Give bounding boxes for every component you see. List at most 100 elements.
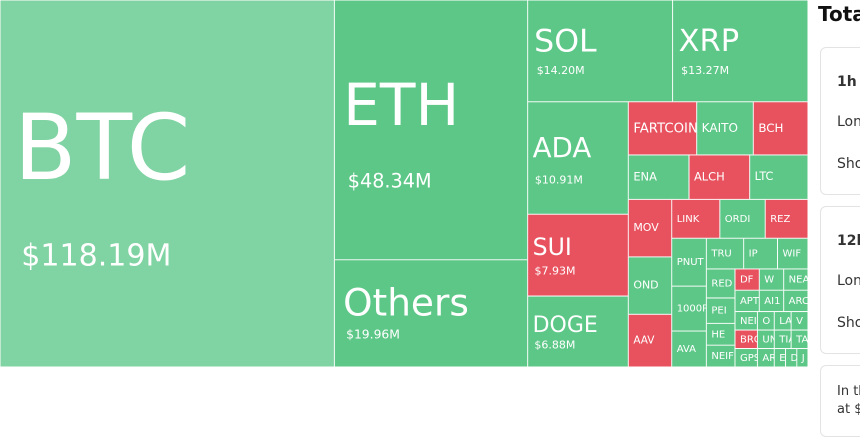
tile: ALCH: [688, 154, 750, 200]
tile-label: J: [801, 353, 805, 364]
tile-label: ALCH: [694, 170, 725, 184]
tile-value: $13.27M: [681, 64, 729, 77]
tile: REZ: [765, 199, 808, 239]
tile-label: NEIF: [711, 351, 734, 362]
tile-rect: [791, 330, 808, 349]
tile: TIA: [774, 330, 795, 349]
tile: W: [759, 268, 784, 291]
tile-label: O: [762, 316, 770, 327]
tile-rect: [757, 311, 775, 331]
tile-rect: [791, 311, 808, 331]
tile-rect: [671, 286, 707, 332]
tile: BTC $118.19M: [0, 0, 335, 367]
tile: AI1: [759, 290, 784, 312]
tile-value: $19.96M: [346, 327, 400, 341]
tile-rect: [743, 238, 778, 269]
tile-value: $118.19M: [21, 238, 171, 273]
tile-label: TIA: [778, 334, 795, 345]
tile-label: LA: [779, 316, 792, 327]
tile-label: DF: [740, 275, 754, 286]
tile-rect: [796, 348, 808, 367]
tile: DF: [734, 268, 760, 291]
tile: D: [785, 348, 799, 367]
tile-rect: [628, 256, 672, 315]
tile: ADA $10.91M: [527, 101, 629, 215]
tile-rect: [334, 0, 528, 260]
tile-rect: [785, 348, 797, 367]
tile-rect: [706, 345, 735, 367]
tile-label: UN: [762, 334, 777, 345]
tile: Others $19.96M: [334, 259, 528, 367]
card-text: In th: [837, 384, 860, 399]
tile-label: D: [791, 353, 799, 364]
tile-rect: [527, 296, 629, 368]
tile: LA: [774, 311, 792, 331]
tile: 1000PE: [671, 286, 707, 332]
tile: UN: [757, 330, 777, 349]
tile-label: IP: [749, 249, 758, 260]
tile: KAITO: [696, 101, 754, 155]
tile-label: BCH: [758, 121, 783, 135]
tile: ETH $48.34M: [334, 0, 528, 260]
tile: ENA: [628, 154, 689, 200]
tile: XRP $13.27M: [672, 0, 808, 102]
tile: FARTCOIN: [628, 101, 697, 155]
tile: RED: [706, 268, 735, 298]
tile-value: $7.93M: [535, 265, 576, 278]
tile-label: WIF: [783, 249, 802, 260]
tile-label: GPS: [740, 353, 760, 364]
tile-label: ADA: [533, 131, 592, 164]
tile-value: $6.88M: [534, 339, 575, 352]
card-long: Lon: [837, 114, 860, 130]
card-period: 1h: [837, 74, 857, 90]
tile-rect: [671, 199, 720, 239]
tile-label: AR: [762, 353, 776, 364]
tile: AVA: [671, 331, 707, 367]
tile-label: ORDI: [725, 214, 750, 225]
tile-rect: [0, 0, 335, 367]
tile-label: REZ: [770, 214, 790, 225]
tile-rect: [765, 199, 808, 239]
tile-rect: [734, 348, 758, 367]
tile-label: SUI: [533, 233, 572, 261]
tile: BCH: [753, 101, 808, 155]
tile-rect: [749, 154, 808, 200]
tile: O: [757, 311, 775, 331]
tile: AAV: [628, 314, 672, 367]
tile-value: $48.34M: [348, 169, 432, 192]
tile-value: $10.91M: [535, 174, 583, 187]
tile: J: [796, 348, 808, 367]
tile-label: PNUT: [677, 257, 705, 268]
tile-rect: [527, 101, 629, 215]
tile-label: AAV: [633, 335, 655, 347]
card: In th at $: [820, 365, 860, 437]
tile-rect: [671, 331, 707, 367]
tile-label: Others: [343, 280, 469, 324]
tile-label: OND: [633, 279, 658, 292]
tile: NEIR: [734, 311, 758, 331]
tile-rect: [753, 101, 808, 155]
tile-rect: [527, 0, 673, 102]
tile-rect: [757, 330, 775, 349]
card-text: at $: [837, 402, 860, 417]
tile-label: AVA: [677, 344, 696, 355]
tile-value: $14.20M: [537, 64, 585, 77]
tile-label: V: [796, 316, 803, 327]
tile: GPS: [734, 348, 760, 367]
tile-rect: [734, 290, 760, 312]
tile-label: LTC: [755, 170, 774, 183]
tile: AR: [757, 348, 776, 367]
tile-label: SOL: [534, 24, 597, 60]
tile: MOV: [628, 199, 672, 257]
tile-rect: [688, 154, 750, 200]
tile: PEI: [706, 297, 735, 324]
tile: TRU: [706, 238, 744, 269]
tile-rect: [719, 199, 766, 239]
tile-label: LINK: [677, 214, 700, 225]
tile-label: TA: [795, 334, 808, 345]
tile-label: E: [779, 353, 785, 364]
tile-rect: [757, 348, 775, 367]
tile-label: KAITO: [702, 121, 738, 135]
tile: SOL $14.20M: [527, 0, 673, 102]
